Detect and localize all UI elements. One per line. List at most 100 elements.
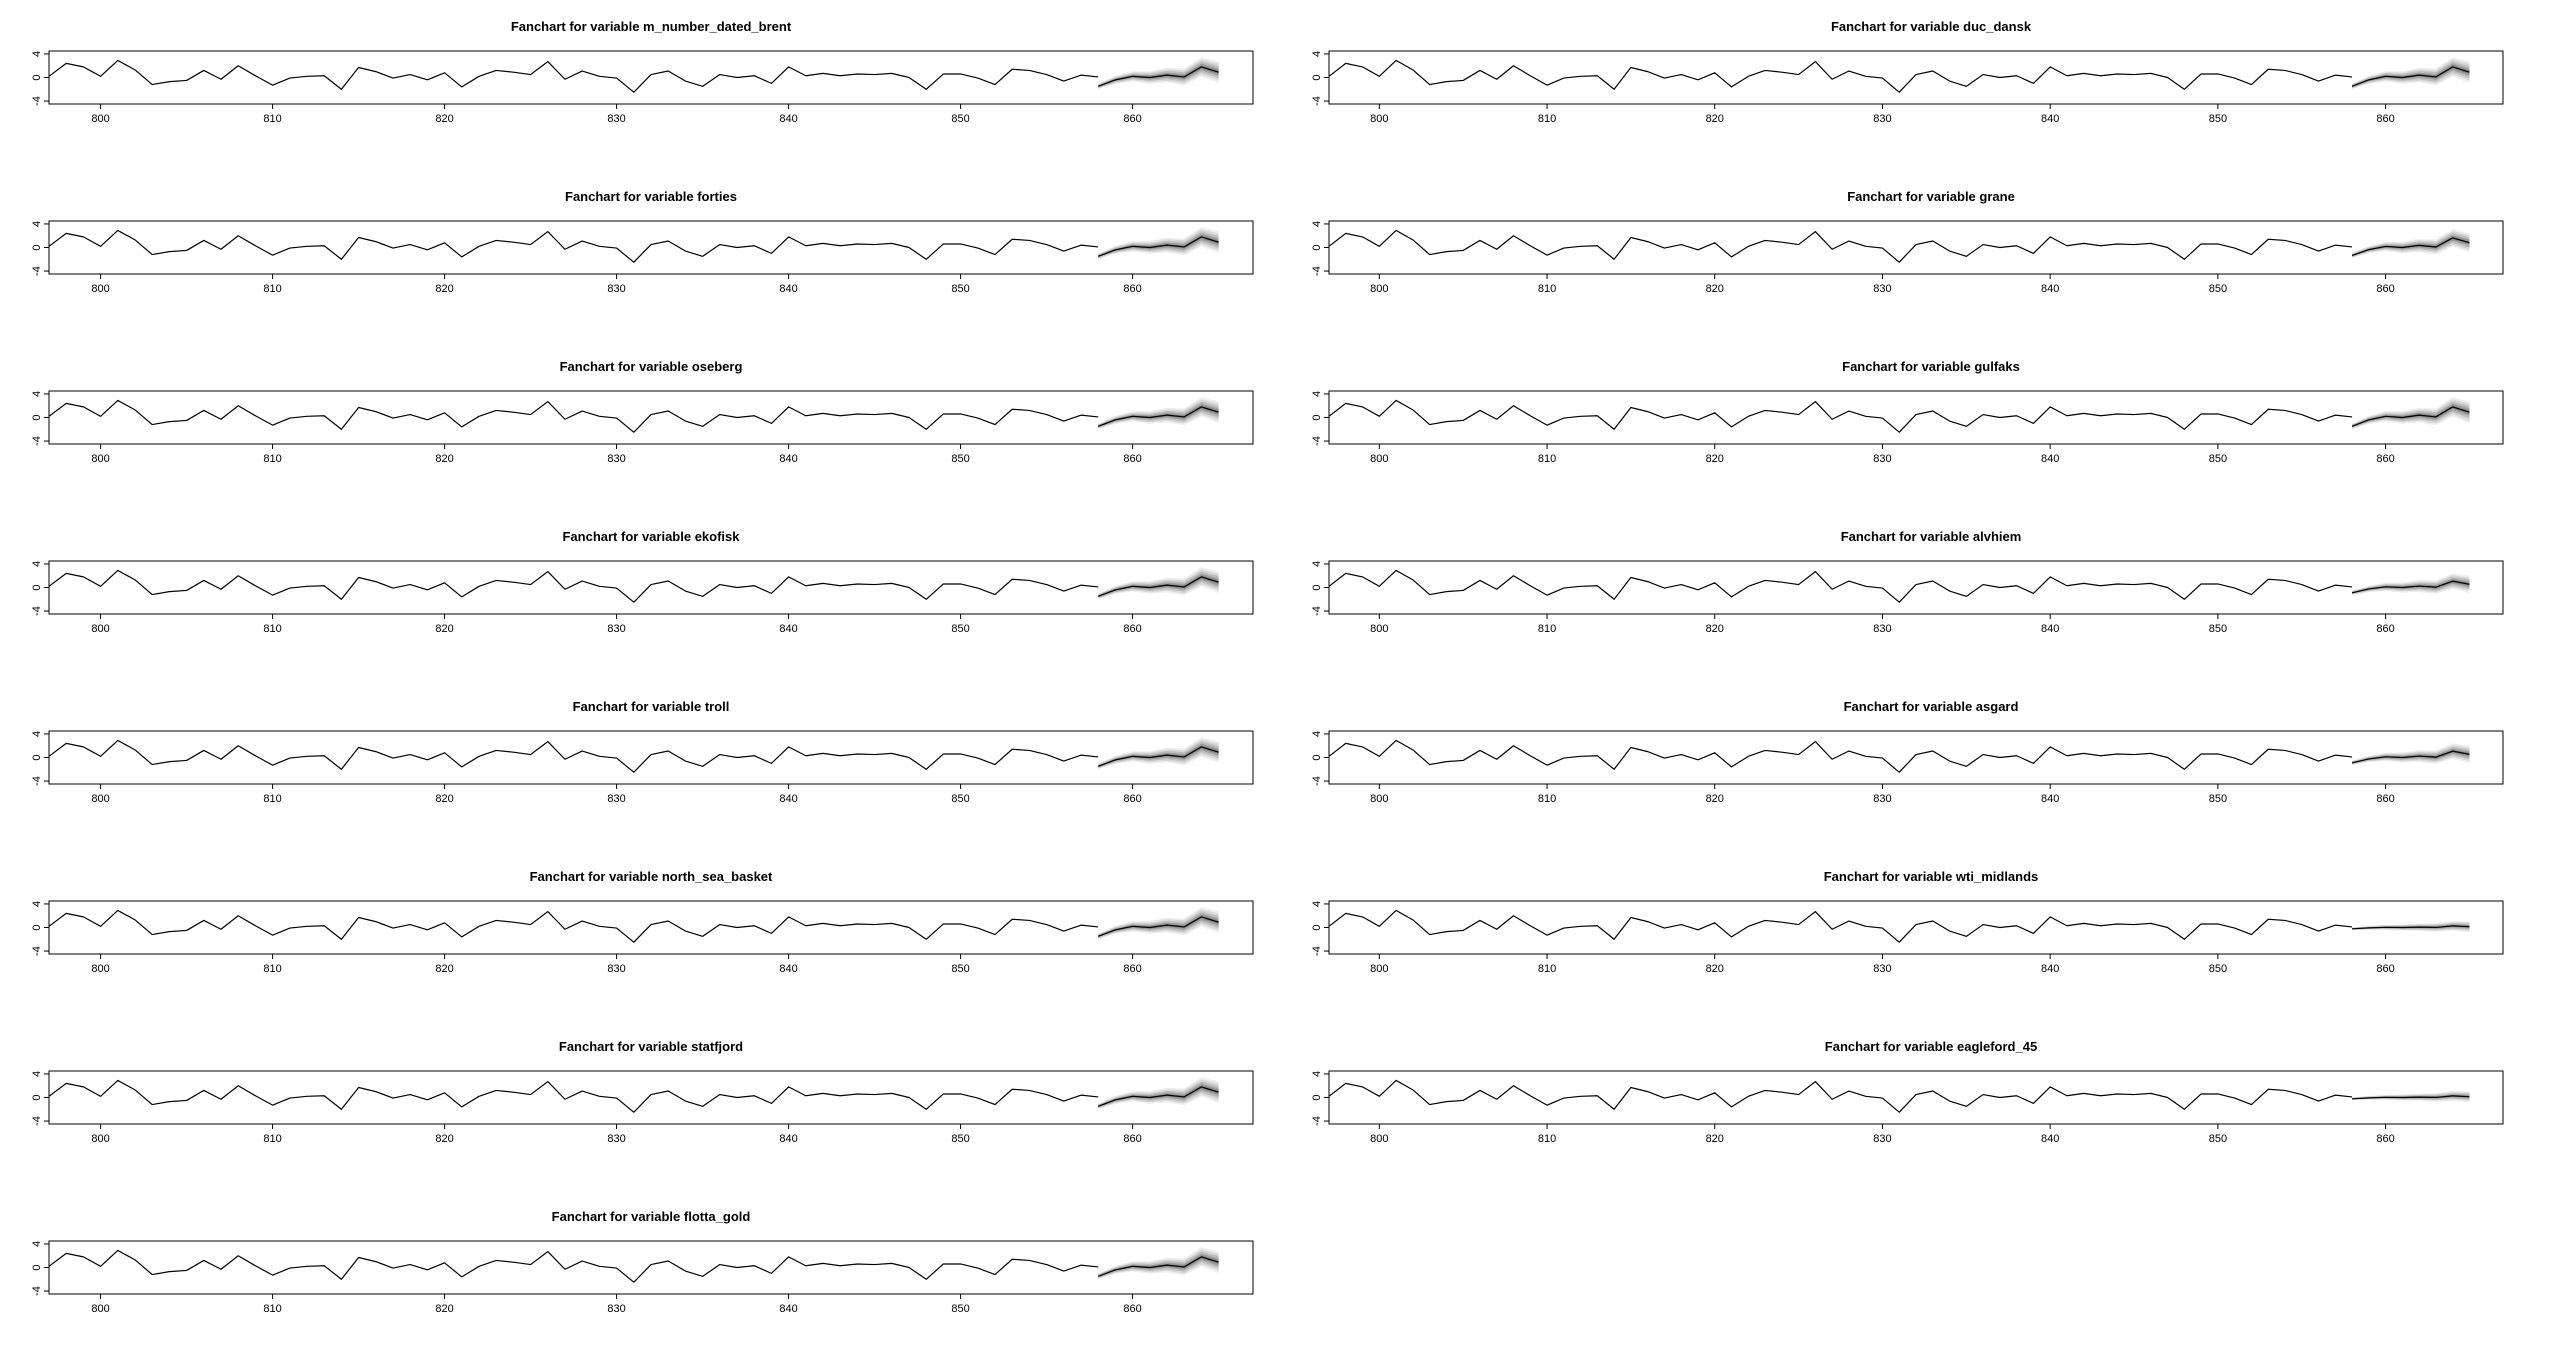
chart-title: Fanchart for variable gulfaks (1842, 359, 2020, 374)
fanchart-panel: Fanchart for variable grane 800 810 820 830 8… (1311, 189, 2504, 295)
x-tick-label: 850 (951, 1133, 969, 1145)
fanchart-panel: Fanchart for variable flotta_gold 800 810 8… (31, 1209, 1254, 1315)
x-tick-label: 830 (1873, 1133, 1891, 1145)
x-tick-label: 830 (1873, 113, 1891, 125)
fan-band-3 (1098, 573, 1219, 598)
y-tick-label: 0 (31, 754, 43, 760)
fan-band-0 (1098, 567, 1219, 600)
x-tick-label: 800 (1370, 453, 1388, 465)
x-tick-label: 810 (1538, 113, 1556, 125)
x-tick-label: 860 (2376, 113, 2394, 125)
x-tick-label: 830 (1873, 963, 1891, 975)
y-tick-label: -4 (1311, 946, 1323, 956)
y-tick-label: 4 (1311, 51, 1323, 57)
chart-title: Fanchart for variable asgard (1844, 699, 2019, 714)
x-tick-label: 830 (607, 453, 625, 465)
x-tick-label: 840 (2041, 1133, 2059, 1145)
chart-title: Fanchart for variable m_number_dated_bre… (511, 19, 792, 34)
x-tick-label: 860 (2376, 793, 2394, 805)
x-tick-label: 830 (607, 793, 625, 805)
y-tick-label: -4 (31, 776, 43, 786)
fan-band-3 (2352, 578, 2470, 594)
y-tick-label: -4 (31, 96, 43, 106)
x-tick-label: 850 (2209, 623, 2227, 635)
y-tick-label: 0 (1311, 754, 1323, 760)
fan-band-0 (2352, 397, 2470, 430)
x-tick-label: 860 (1123, 1133, 1141, 1145)
y-tick-label: -4 (31, 1116, 43, 1126)
fan-band-2 (1098, 1081, 1219, 1108)
y-tick-label: 0 (1311, 74, 1323, 80)
fanchart-panel: Fanchart for variable eagleford_45 800 810… (1311, 1039, 2504, 1145)
y-tick-label: 4 (1311, 901, 1323, 907)
fan-band-0 (2352, 1091, 2470, 1103)
fanchart-panel: Fanchart for variable m_number_dated_bre… (31, 19, 1254, 125)
x-tick-label: 840 (2041, 793, 2059, 805)
chart-title: Fanchart for variable north_sea_basket (530, 869, 773, 884)
fan-band-1 (1098, 229, 1219, 259)
series-line (1328, 229, 2353, 263)
y-tick-label: 4 (1311, 391, 1323, 397)
x-tick-label: 850 (951, 453, 969, 465)
fan-band-1 (2352, 231, 2470, 258)
x-tick-label: 810 (263, 1133, 281, 1145)
forecast-line (1097, 746, 1219, 767)
x-tick-label: 860 (1123, 963, 1141, 975)
y-tick-label: 0 (31, 924, 43, 930)
y-tick-label: 0 (1311, 584, 1323, 590)
fan-band-3 (1098, 913, 1219, 938)
fanchart-panel: Fanchart for variable wti_midlands 800 810… (1311, 869, 2504, 975)
fan-band-2 (2352, 233, 2470, 257)
x-tick-label: 820 (435, 963, 453, 975)
fanchart-panel: Fanchart for variable statfjord 800 810 820… (31, 1039, 1254, 1145)
chart-title: Fanchart for variable troll (573, 699, 730, 714)
fan-band-0 (1098, 907, 1219, 940)
x-tick-label: 860 (1123, 793, 1141, 805)
fan-band-0 (2352, 743, 2470, 766)
y-tick-label: 4 (1311, 221, 1323, 227)
chart-title: Fanchart for variable duc_dansk (1831, 19, 2032, 34)
x-tick-label: 800 (91, 1133, 109, 1145)
fan-band-0 (2352, 921, 2470, 933)
x-tick-label: 840 (779, 1133, 797, 1145)
x-tick-label: 830 (607, 283, 625, 295)
y-tick-label: 0 (31, 74, 43, 80)
series-line (1328, 1079, 2353, 1113)
y-tick-label: 0 (1311, 924, 1323, 930)
x-tick-label: 810 (263, 1303, 281, 1315)
fan-band-1 (1098, 399, 1219, 429)
x-tick-label: 800 (1370, 793, 1388, 805)
fan-band-0 (1098, 57, 1219, 90)
forecast-line (1097, 1256, 1219, 1277)
fanchart-panel: Fanchart for variable north_sea_basket 80… (31, 869, 1254, 975)
series-line (48, 569, 1099, 603)
chart-title: Fanchart for variable ekofisk (562, 529, 740, 544)
x-tick-label: 820 (1706, 623, 1724, 635)
y-tick-label: 4 (1311, 561, 1323, 567)
fan-band-1 (2352, 399, 2470, 429)
x-tick-label: 810 (263, 453, 281, 465)
series-line (1328, 59, 2353, 93)
series-line (1328, 739, 2353, 773)
y-tick-label: 4 (31, 51, 43, 57)
fan-band-2 (2352, 61, 2470, 88)
fan-band-1 (1098, 569, 1219, 599)
series-line (48, 739, 1099, 773)
fan-band-3 (1098, 63, 1219, 88)
fan-band-2 (2352, 1093, 2470, 1100)
series-line (48, 1079, 1099, 1113)
x-tick-label: 850 (2209, 963, 2227, 975)
fan-band-2 (1098, 1251, 1219, 1278)
y-tick-label: 0 (31, 1264, 43, 1270)
forecast-line (2351, 750, 2470, 764)
x-tick-label: 850 (951, 963, 969, 975)
x-tick-label: 810 (1538, 623, 1556, 635)
forecast-line (2351, 406, 2470, 427)
x-tick-label: 820 (1706, 1133, 1724, 1145)
fan-band-2 (1098, 231, 1219, 258)
x-tick-label: 800 (91, 793, 109, 805)
x-tick-label: 850 (951, 623, 969, 635)
x-tick-label: 860 (2376, 963, 2394, 975)
fan-band-1 (1098, 59, 1219, 89)
fan-band-1 (2352, 745, 2470, 765)
